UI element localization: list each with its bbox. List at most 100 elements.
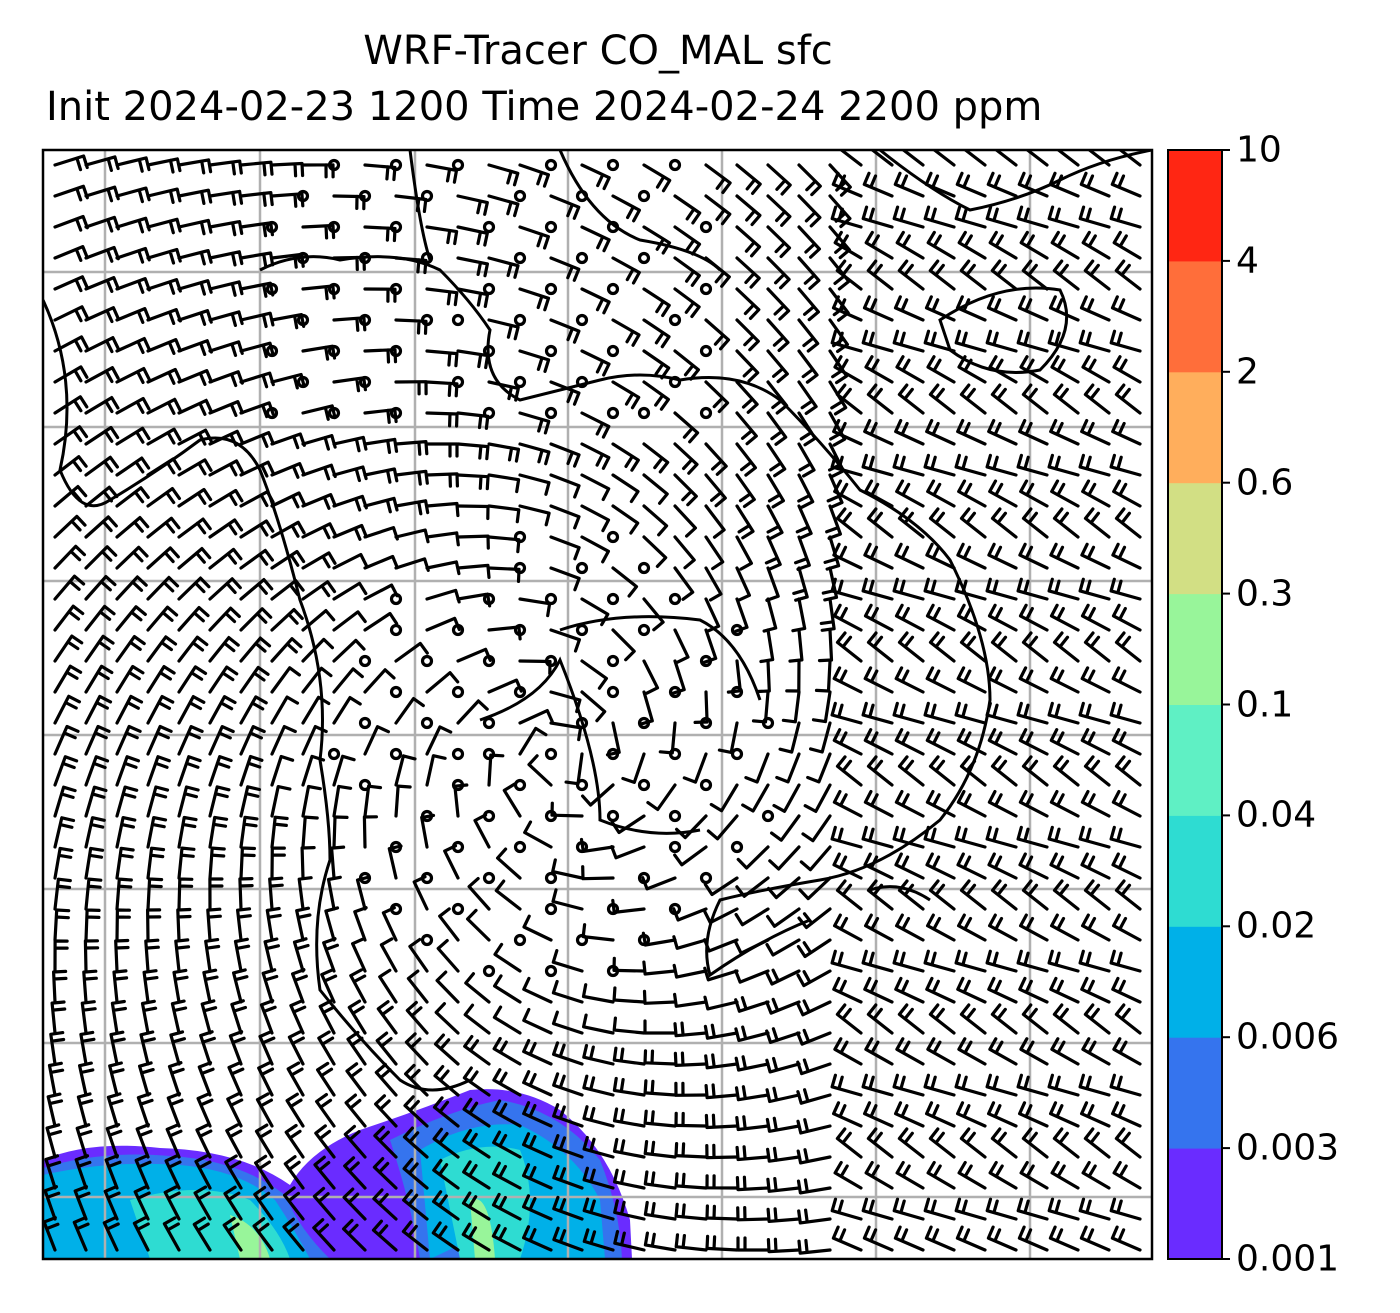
wind-barb xyxy=(146,575,180,601)
wind-barb xyxy=(613,1168,646,1190)
wind-barb xyxy=(496,847,522,880)
wind-barb xyxy=(956,542,987,570)
wind-barb xyxy=(612,1137,646,1159)
wind-barb xyxy=(549,690,582,714)
wind-barb xyxy=(797,287,820,322)
wind-barb xyxy=(1078,701,1111,725)
wind-barb xyxy=(612,956,646,973)
wind-barb xyxy=(1019,355,1049,384)
wind-barb xyxy=(239,431,275,448)
wind-barb xyxy=(549,535,581,561)
wind-barb xyxy=(549,194,581,220)
calm-wind-marker xyxy=(513,933,527,947)
wind-barb xyxy=(864,1160,894,1190)
calm-wind-marker xyxy=(513,840,527,854)
wind-barb xyxy=(703,966,739,982)
wind-barb xyxy=(84,185,120,203)
wind-barb xyxy=(954,329,987,353)
wind-barb xyxy=(866,259,894,291)
wind-barb xyxy=(270,491,306,509)
wind-barb xyxy=(208,755,233,787)
wind-barb xyxy=(801,814,832,843)
wind-barb xyxy=(770,814,801,842)
wind-barb xyxy=(487,442,521,463)
wind-barb xyxy=(892,1197,925,1221)
wind-barb xyxy=(43,1185,61,1221)
wind-barb xyxy=(895,1037,925,1066)
wind-barb xyxy=(791,597,807,633)
wind-barb xyxy=(987,976,1018,1004)
wind-barb xyxy=(613,1229,646,1252)
wind-barb xyxy=(80,1000,97,1035)
wind-barb xyxy=(313,1155,336,1190)
wind-barb xyxy=(642,504,669,537)
wind-barb xyxy=(289,999,307,1035)
wind-barb xyxy=(146,605,179,632)
wind-barb xyxy=(833,1160,863,1190)
wind-barb xyxy=(1078,825,1111,849)
wind-barb xyxy=(897,1003,925,1035)
wind-barb xyxy=(735,504,755,540)
calm-wind-marker xyxy=(389,747,403,761)
wind-barb xyxy=(765,1086,801,1104)
wind-barb xyxy=(1111,542,1142,570)
calm-wind-marker xyxy=(575,778,589,792)
wind-barb xyxy=(208,400,244,417)
wind-barb xyxy=(239,251,275,268)
colorbar-tick-label: 0.1 xyxy=(1236,684,1294,725)
wind-barb xyxy=(227,1061,245,1097)
wind-barb xyxy=(764,535,782,571)
wind-barb xyxy=(580,163,611,191)
wind-barb xyxy=(522,976,553,1004)
wind-barb xyxy=(704,163,732,195)
calm-wind-marker xyxy=(265,344,279,358)
wind-barb xyxy=(925,419,956,446)
wind-barb xyxy=(674,1172,708,1190)
wind-barb xyxy=(84,366,120,384)
wind-barb xyxy=(106,1092,124,1128)
wind-barb xyxy=(332,754,356,787)
wind-barb xyxy=(433,1033,460,1066)
wind-barb xyxy=(1017,171,1049,198)
wind-barb xyxy=(741,783,770,813)
wind-barb xyxy=(456,563,491,579)
calm-wind-marker xyxy=(513,251,527,265)
wind-barb xyxy=(766,411,788,446)
wind-barb xyxy=(704,504,726,539)
wind-barb xyxy=(549,318,581,344)
wind-barb xyxy=(957,1160,987,1190)
wind-barb xyxy=(894,603,925,632)
wind-barb xyxy=(833,355,863,384)
wind-barb xyxy=(895,1160,925,1190)
wind-barb xyxy=(1047,1197,1080,1221)
wind-barb xyxy=(1114,1003,1142,1035)
wind-barb xyxy=(222,1216,243,1252)
wind-barb xyxy=(866,755,894,787)
wind-barb xyxy=(959,755,987,787)
wind-barb xyxy=(84,276,120,293)
wind-barb xyxy=(923,1073,956,1097)
calm-wind-marker xyxy=(544,592,558,606)
wind-barb xyxy=(177,635,209,663)
wind-barb xyxy=(146,427,182,446)
wind-barb xyxy=(177,218,213,236)
wind-barb xyxy=(893,1225,925,1252)
wind-barb xyxy=(641,931,677,947)
wind-barb xyxy=(412,875,429,911)
wind-barb xyxy=(796,1058,832,1076)
wind-barb xyxy=(900,150,925,167)
wind-barb xyxy=(925,976,956,1004)
wind-barb xyxy=(146,877,164,911)
wind-barb xyxy=(796,1148,832,1165)
wind-barb xyxy=(1047,205,1080,229)
wind-barb xyxy=(704,566,723,602)
wind-barb xyxy=(832,603,863,632)
wind-barb xyxy=(564,752,584,786)
calm-wind-marker xyxy=(420,189,434,203)
wind-barb xyxy=(838,150,863,167)
wind-barb xyxy=(734,907,770,927)
wind-barb xyxy=(1052,1127,1080,1159)
wind-barb xyxy=(987,603,1018,632)
wind-barb xyxy=(1019,479,1049,508)
wind-barb xyxy=(177,188,213,205)
